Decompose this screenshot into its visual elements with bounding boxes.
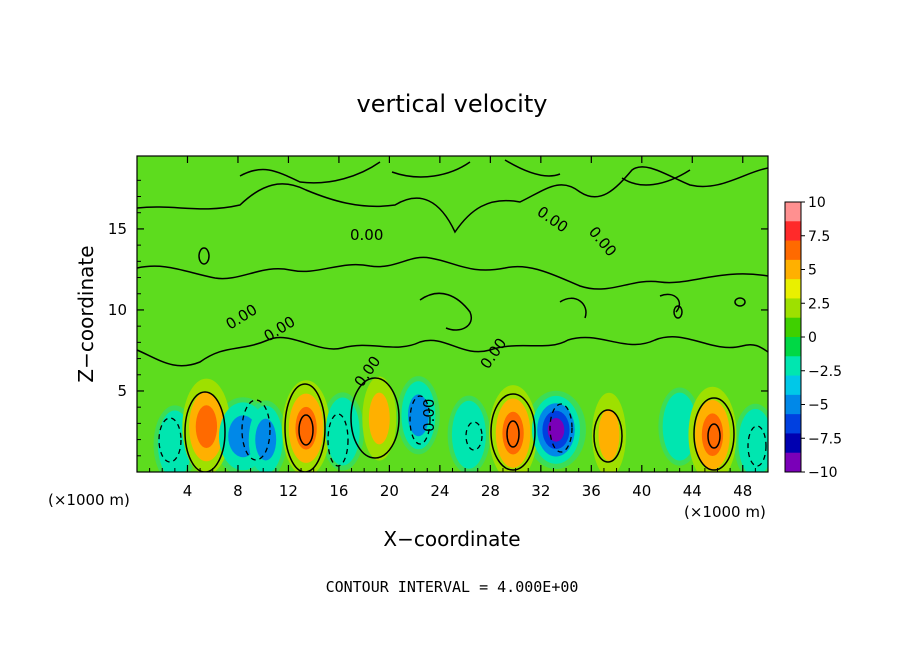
velocity-cell-10-level-3 (502, 411, 524, 455)
zero-contour-updraft-4 (490, 393, 536, 471)
colorbar-label: −10 (808, 465, 838, 481)
colorbar-swatch (785, 259, 801, 280)
zero-contour-middle (137, 256, 768, 290)
velocity-cell-4-level-2 (255, 418, 277, 461)
y-tick-label: 5 (117, 382, 127, 400)
colorbar-label: 7.5 (808, 229, 830, 245)
colorbar: 10 7.5 5 2.5 0 −2.5 −5 −7.5 −10 (784, 195, 842, 481)
velocity-cell-6-level-1 (325, 397, 360, 466)
colorbar-swatch (785, 221, 801, 242)
x-tick-label: 4 (183, 482, 193, 500)
x-tick-label: 24 (430, 482, 449, 500)
colorbar-swatch (785, 414, 801, 434)
x-tick-label: 36 (582, 482, 601, 500)
colorbar-swatch (785, 317, 801, 338)
velocity-cell-9-level-1 (451, 400, 486, 469)
velocity-field (153, 376, 768, 472)
x-tick-label: 40 (632, 482, 651, 500)
neg-contour-6 (549, 403, 573, 453)
x-axis-label: X−coordinate (383, 527, 520, 551)
zero-contour-lower-band (137, 336, 768, 367)
zero-contour-updraft-3 (350, 377, 400, 459)
velocity-cell-2-level-3 (195, 405, 218, 448)
velocity-cell-11-level-4 (547, 418, 565, 442)
colorbar-swatch (785, 240, 801, 261)
contour-interval-note: CONTOUR INTERVAL = 4.000E+00 (326, 578, 579, 596)
zero-contour-cloud (419, 292, 681, 331)
neg-contour-3 (327, 413, 349, 467)
velocity-cell-12-level-2 (598, 408, 620, 461)
velocity-cell-15-level-1 (738, 408, 768, 472)
colorbar-swatch (785, 337, 801, 357)
neg-contour-1 (158, 417, 182, 463)
x-tick-label: 32 (531, 482, 550, 500)
velocity-cell-13-level-1 (662, 392, 697, 461)
contour-label: 0.00 (350, 226, 383, 244)
chart-title: vertical velocity (357, 90, 548, 118)
x-unit-left: (×1000 m) (48, 491, 130, 509)
plot-area: 0.00 0.00 0.00 0.00 0.00 0.00 0.00 0.00 (136, 155, 769, 473)
x-tick-label: 48 (733, 482, 752, 500)
colorbar-swatch (785, 394, 801, 415)
y-axis-label: Z−coordinate (74, 245, 98, 382)
x-tick-label: 16 (329, 482, 348, 500)
y-tick-label: 15 (108, 220, 127, 238)
colorbar-swatch (785, 375, 801, 396)
x-tick-label: 44 (683, 482, 702, 500)
neg-contour-5 (465, 421, 483, 451)
colorbar-label: −5 (808, 398, 829, 414)
colorbar-label: −2.5 (808, 364, 842, 380)
colorbar-swatch (785, 279, 801, 299)
colorbar-swatch (785, 452, 801, 473)
neg-contour-4 (409, 395, 431, 445)
contour-label: 0.00 (420, 399, 438, 432)
colorbar-swatch (785, 202, 801, 222)
x-axis: 4 8 12 16 20 24 28 32 36 40 44 48 (149, 156, 756, 500)
colorbar-label: 5 (808, 263, 817, 279)
contour-4-updraft-2 (298, 414, 314, 446)
neg-contour-7 (747, 425, 767, 467)
colorbar-label: 0 (808, 330, 817, 346)
zero-contour-small-3 (673, 305, 683, 319)
y-tick-label: 10 (108, 301, 127, 319)
zero-contour-upper (137, 166, 768, 234)
x-tick-label: 8 (233, 482, 243, 500)
x-tick-label: 28 (481, 482, 500, 500)
zero-contour-updraft-1 (184, 391, 226, 472)
contour-4-updraft-6 (707, 423, 721, 449)
velocity-cell-7-level-2 (368, 392, 390, 445)
zero-contour-small-2 (734, 297, 746, 307)
zero-contour-small-1 (198, 247, 210, 265)
colorbar-swatch (785, 433, 801, 454)
neg-contour-2 (241, 399, 271, 461)
colorbar-label: 10 (808, 195, 826, 211)
contour-4-updraft-4 (506, 420, 520, 448)
x-unit-right: (×1000 m) (684, 503, 766, 521)
zero-contour-updraft-2 (284, 383, 326, 472)
velocity-cell-8-level-2 (407, 394, 429, 437)
zero-contour-top (239, 159, 691, 186)
x-tick-label: 20 (380, 482, 399, 500)
zero-contours (137, 159, 768, 472)
colorbar-label: −7.5 (808, 431, 842, 447)
y-axis: 5 10 15 (108, 179, 768, 457)
colorbar-label: 2.5 (808, 296, 830, 312)
x-tick-label: 12 (279, 482, 298, 500)
zero-contour-updraft-6 (693, 397, 735, 471)
colorbar-swatch (785, 298, 801, 319)
negative-contours (158, 395, 767, 467)
colorbar-swatch (785, 356, 801, 377)
zero-contour-updraft-5 (593, 409, 623, 463)
